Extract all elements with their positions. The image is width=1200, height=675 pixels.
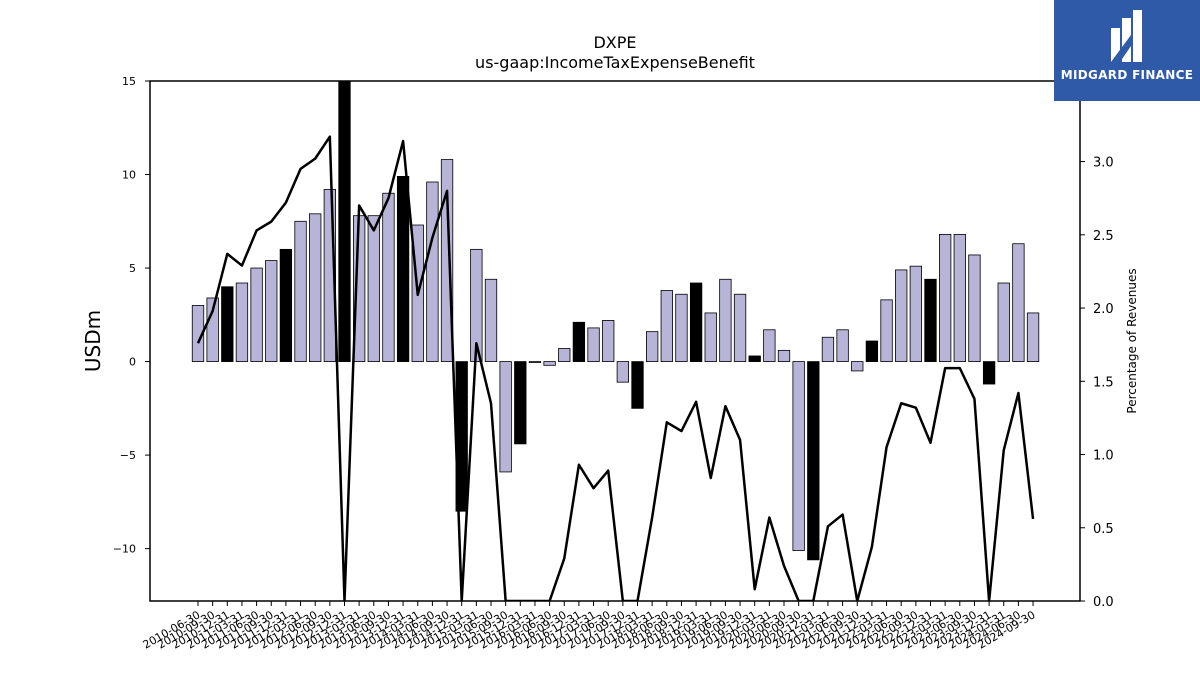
bar-2021-09-30 <box>851 361 864 372</box>
bar-2020-03-31 <box>763 329 776 362</box>
ratio-line <box>196 135 1035 601</box>
bar-2018-12-31 <box>689 282 703 362</box>
y-tick-label: 0 <box>129 356 136 369</box>
y2-tick-label: 3.0 <box>1093 156 1114 171</box>
y-tick-label: 5 <box>129 262 136 275</box>
bar-2020-12-31 <box>807 361 820 561</box>
bar-2023-09-30 <box>968 254 981 362</box>
bar-2024-06-30 <box>1012 243 1025 362</box>
bar-2021-06-30 <box>836 329 849 362</box>
bar-2022-06-30 <box>895 269 908 362</box>
y2-tick-label: 0.5 <box>1093 522 1114 537</box>
bar-2016-12-31 <box>572 321 586 362</box>
bar-2022-09-30 <box>909 265 922 362</box>
y-tick-label: 15 <box>122 75 136 88</box>
bar-2021-03-31 <box>821 336 835 362</box>
axes-layer: −10−50510150.00.51.01.52.02.53.02010-06-… <box>113 75 1114 652</box>
bar-2015-06-30 <box>484 278 498 362</box>
y2-tick-label: 1.0 <box>1093 449 1114 464</box>
chart-title: DXPE <box>593 33 636 52</box>
y2-tick-label: 2.0 <box>1093 302 1114 317</box>
bar-2023-03-31 <box>939 233 952 362</box>
y-tick-label: −5 <box>120 449 136 462</box>
brand-mark-icon <box>1111 10 1142 62</box>
brand-name: MIDGARD FINANCE <box>1060 68 1194 82</box>
bar-2012-03-31 <box>294 220 307 362</box>
bar-2017-12-31 <box>631 361 644 409</box>
bar-2011-03-31 <box>235 282 249 362</box>
bar-2011-09-30 <box>265 260 278 362</box>
bar-2010-09-30 <box>206 297 219 362</box>
bar-2019-06-30 <box>719 278 732 362</box>
chart-subtitle: us-gaap:IncomeTaxExpenseBenefit <box>475 53 755 72</box>
bar-2017-03-31 <box>587 327 600 362</box>
bar-2023-06-30 <box>953 233 966 362</box>
bar-2013-06-30 <box>367 215 380 362</box>
bar-2018-06-30 <box>660 290 673 362</box>
bar-2018-09-30 <box>675 293 688 362</box>
bar-2023-12-31 <box>982 361 996 385</box>
bar-2019-03-31 <box>704 312 717 362</box>
bar-2013-12-31 <box>396 175 410 362</box>
bar-2010-12-31 <box>221 286 234 362</box>
line-layer <box>196 135 1035 601</box>
bar-2022-12-31 <box>924 278 937 362</box>
bar-2015-09-30 <box>499 361 512 473</box>
y2-tick-label: 1.5 <box>1093 375 1114 390</box>
bar-2013-09-30 <box>382 192 395 362</box>
bar-2014-09-30 <box>440 159 454 362</box>
y2-tick-label: 2.5 <box>1093 229 1114 244</box>
bar-2011-06-30 <box>250 267 263 362</box>
bar-2012-12-31 <box>338 81 351 362</box>
bar-2021-12-31 <box>865 340 879 362</box>
y2-tick-label: 0.0 <box>1093 595 1114 610</box>
bar-2016-03-31 <box>528 361 542 363</box>
bar-2017-09-30 <box>616 361 629 383</box>
bar-2024-09-30 <box>1026 312 1040 362</box>
y-axis-label: USDm <box>81 310 105 372</box>
bar-2019-09-30 <box>733 293 747 362</box>
brand-logo: MIDGARD FINANCE <box>1054 0 1200 101</box>
bar-2020-09-30 <box>792 361 805 551</box>
bar-2012-06-30 <box>309 213 322 362</box>
y2-axis-label: Percentage of Revenues <box>1125 268 1139 413</box>
bar-2016-06-30 <box>543 361 556 366</box>
bar-2020-06-30 <box>777 349 791 362</box>
bar-2019-12-31 <box>748 355 761 362</box>
bar-2011-12-31 <box>279 248 293 362</box>
y-tick-label: −10 <box>113 543 136 556</box>
bar-2012-09-30 <box>323 189 337 362</box>
bar-2016-09-30 <box>558 348 571 362</box>
bar-2014-06-30 <box>426 181 439 362</box>
bar-2017-06-30 <box>602 320 615 362</box>
bar-2024-03-31 <box>997 282 1010 362</box>
bar-2022-03-31 <box>880 299 893 362</box>
bar-2015-12-31 <box>514 361 527 445</box>
y-tick-label: 10 <box>122 169 136 182</box>
plot-frame <box>149 80 1081 602</box>
bars-layer <box>191 81 1040 561</box>
bar-2018-03-31 <box>646 331 659 362</box>
